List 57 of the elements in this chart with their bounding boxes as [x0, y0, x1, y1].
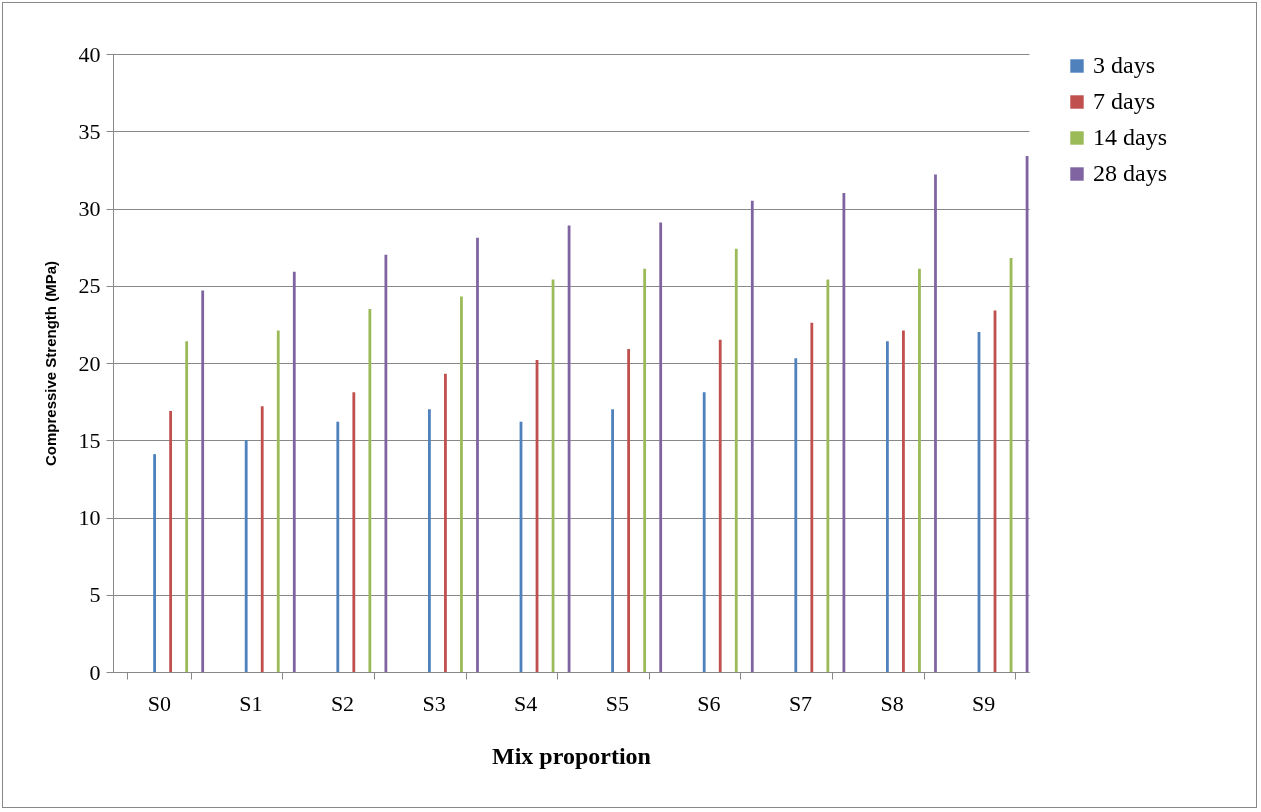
x-tick-label: S8: [880, 690, 904, 716]
bar: [842, 193, 846, 672]
bar: [794, 358, 798, 672]
y-tick-label: 5: [89, 582, 101, 608]
y-tick-label: 30: [78, 196, 101, 221]
bar: [885, 341, 889, 672]
bar: [336, 421, 340, 672]
bar: [718, 339, 722, 672]
bar: [244, 440, 248, 672]
y-tick-label: 0: [89, 659, 101, 685]
x-tick-label: S6: [697, 690, 721, 716]
bar: [902, 330, 905, 672]
bar: [201, 290, 205, 672]
bar: [826, 279, 830, 672]
bar: [260, 406, 264, 672]
x-tick-label: S0: [147, 690, 171, 716]
x-tick-label: S9: [972, 690, 996, 716]
bar: [702, 392, 706, 672]
bar: [352, 392, 356, 672]
legend-label: 7 days: [1093, 88, 1155, 114]
y-tick-label: 35: [78, 118, 101, 144]
x-tick-label: S7: [788, 690, 813, 716]
x-tick-label: S1: [239, 690, 263, 716]
bar: [734, 248, 738, 672]
bar: [643, 268, 647, 672]
legend-label: 28 days: [1093, 160, 1167, 186]
bar: [476, 237, 479, 672]
bar: [276, 330, 280, 672]
bar: [185, 341, 189, 672]
x-tick-label: S2: [330, 690, 355, 716]
x-tick-label: S3: [422, 690, 446, 716]
bar: [169, 410, 173, 672]
x-tick-label: S5: [605, 690, 629, 716]
y-tick-label: 40: [78, 41, 101, 67]
y-tick-label: 20: [78, 350, 101, 376]
x-axis-title: Mix proportion: [492, 742, 651, 769]
bar: [384, 254, 388, 672]
y-tick-label: 10: [78, 505, 101, 530]
bar: [750, 200, 754, 672]
bar: [444, 373, 447, 672]
bar: [934, 174, 937, 672]
bar: [918, 268, 921, 672]
legend-label: 14 days: [1093, 124, 1167, 150]
bar: [427, 409, 431, 672]
bar: [368, 308, 372, 672]
y-tick-label: 15: [78, 427, 101, 453]
x-tick-label: S4: [514, 690, 538, 716]
bar: [627, 349, 631, 672]
bar: [153, 454, 156, 672]
bar: [810, 322, 814, 672]
y-axis-title: Compressive Strength (MPa): [41, 260, 59, 467]
bar: [292, 271, 296, 672]
bar: [659, 222, 663, 672]
bar: [460, 296, 463, 672]
legend-label: 3 days: [1093, 52, 1155, 78]
y-tick-label: 25: [78, 273, 101, 299]
bar: [611, 409, 614, 672]
